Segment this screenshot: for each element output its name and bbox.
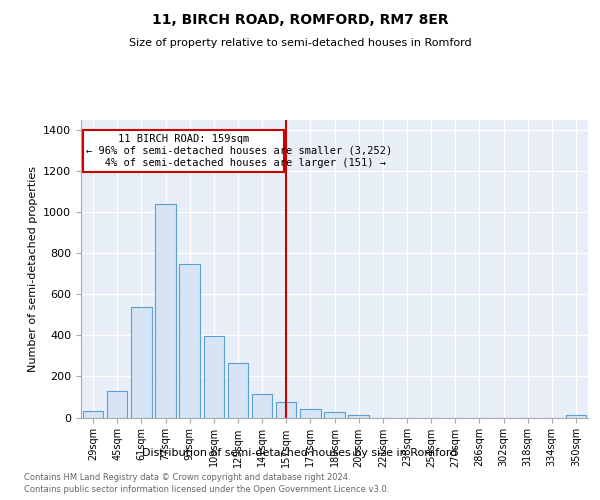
Bar [300,409,320,418]
Text: Distribution of semi-detached houses by size in Romford: Distribution of semi-detached houses by … [142,448,458,458]
FancyBboxPatch shape [83,130,284,172]
Bar [107,391,127,417]
Bar [324,412,345,418]
Bar [131,306,152,418]
Text: 11 BIRCH ROAD: 159sqm: 11 BIRCH ROAD: 159sqm [118,134,249,144]
Text: Size of property relative to semi-detached houses in Romford: Size of property relative to semi-detach… [128,38,472,48]
Bar [349,416,369,418]
Bar [252,394,272,417]
Bar [566,416,586,418]
Bar [155,204,176,418]
Bar [83,412,103,418]
Bar [227,363,248,418]
Y-axis label: Number of semi-detached properties: Number of semi-detached properties [28,166,38,372]
Text: Contains HM Land Registry data © Crown copyright and database right 2024.: Contains HM Land Registry data © Crown c… [24,472,350,482]
Bar [276,402,296,417]
Text: Contains public sector information licensed under the Open Government Licence v3: Contains public sector information licen… [24,485,389,494]
Text: ← 96% of semi-detached houses are smaller (3,252): ← 96% of semi-detached houses are smalle… [86,146,392,156]
Text: 11, BIRCH ROAD, ROMFORD, RM7 8ER: 11, BIRCH ROAD, ROMFORD, RM7 8ER [152,12,448,26]
Text: 4% of semi-detached houses are larger (151) →: 4% of semi-detached houses are larger (1… [86,158,386,168]
Bar [179,264,200,418]
Bar [203,336,224,417]
